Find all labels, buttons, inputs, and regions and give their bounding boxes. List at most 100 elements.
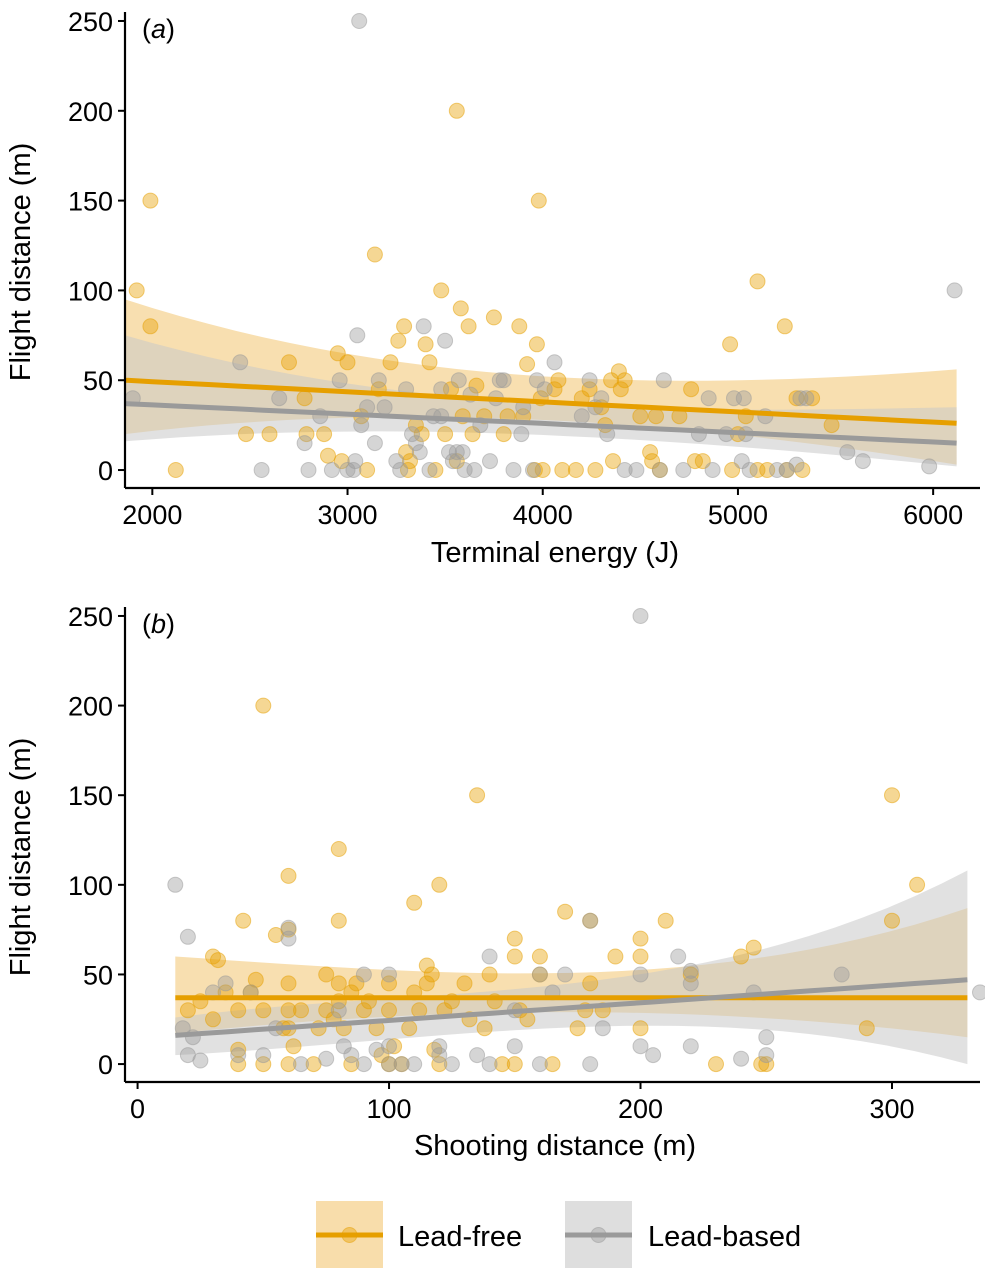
panel-b-point-lead-based [833, 966, 850, 983]
panel-a-point-lead-free [382, 354, 399, 371]
panel-a-point-lead-based [347, 453, 364, 470]
panel-b-point-lead-based [381, 1038, 397, 1055]
panel-a-y-tick-label: 0 [98, 456, 113, 486]
panel-a-point-lead-free [320, 447, 336, 464]
panel-b-point-lead-based [381, 966, 397, 983]
panel-a-point-lead-free [396, 318, 413, 335]
panel-a-point-lead-based [741, 462, 758, 478]
panel-b-point-lead-based [531, 966, 548, 983]
panel-a-label: (a) [142, 14, 175, 44]
panel-a-y-axis-title: Flight distance (m) [5, 143, 37, 382]
panel-b-point-lead-based [682, 1038, 699, 1055]
panel-b-point-lead-based [972, 984, 985, 1001]
panel-b: (b) Shooting distance (m) Flight distanc… [5, 602, 985, 1162]
panel-b-point-lead-based [758, 1047, 775, 1064]
panel-a-point-lead-free [519, 356, 536, 373]
panel-b-point-lead-free [423, 966, 440, 983]
panel-a-point-lead-based [491, 372, 508, 389]
panel-a-point-lead-free [528, 336, 545, 353]
legend-label-lead-based: Lead-based [648, 1221, 801, 1253]
panel-a-point-lead-free [433, 282, 450, 299]
panel-a-y-tick-label: 50 [83, 366, 113, 396]
panel-b-point-lead-free [179, 1002, 196, 1019]
panel-b-point-lead-based [645, 1047, 662, 1064]
panel-b-y-tick-label: 250 [68, 602, 113, 632]
panel-b-fit-line-lead-based [175, 977, 968, 1038]
panel-a-point-lead-free [485, 309, 502, 326]
panel-a-point-lead-free [683, 381, 700, 398]
panel-a-point-lead-based [700, 390, 717, 407]
panel-b-label: (b) [142, 609, 175, 639]
panel-a-point-lead-based [628, 462, 645, 478]
panel-a-point-lead-free [511, 318, 528, 335]
legend: Lead-free Lead-based [316, 1201, 801, 1268]
panel-a-x-tick-label: 6000 [903, 500, 963, 530]
panel-a-point-lead-based [323, 462, 340, 478]
panel-b-point-lead-free [657, 912, 674, 929]
panel-a-point-lead-based [495, 372, 512, 389]
panel-a-point-lead-free [722, 336, 739, 353]
panel-b-point-lead-free [708, 1056, 724, 1073]
panel-b-point-lead-free [607, 948, 624, 965]
panel-a-point-lead-based [411, 444, 428, 461]
panel-b-point-lead-free [506, 930, 523, 947]
panel-a-point-lead-based [271, 390, 288, 407]
panel-b-point-lead-based [758, 1029, 775, 1046]
panel-b-point-lead-free [418, 957, 435, 974]
panel-a-point-lead-based [388, 453, 405, 470]
panel-b-point-lead-free [519, 1011, 536, 1028]
panel-a-point-lead-based [349, 327, 366, 344]
panel-b-band-lead-based [175, 870, 968, 1065]
panel-b-point-lead-based [255, 1047, 272, 1064]
panel-a-point-lead-free [261, 426, 278, 443]
panel-a-point-lead-based [421, 462, 438, 478]
panel-a-point-lead-based [536, 381, 553, 398]
panel-b-point-lead-free [469, 787, 486, 804]
panel-b-point-lead-based [406, 1056, 423, 1073]
panel-a-point-lead-free [804, 390, 821, 407]
panel-a-point-lead-based [946, 282, 963, 299]
panel-b-point-lead-based [632, 1038, 649, 1055]
panel-a-point-lead-free [581, 381, 598, 398]
panel-a-point-lead-free [398, 444, 415, 461]
panel-b-point-lead-based [431, 1047, 448, 1064]
panel-a-point-lead-based [444, 453, 461, 470]
panel-a-point-lead-based [704, 462, 721, 478]
panel-a-point-lead-based [505, 462, 522, 478]
panel-a-point-lead-free [417, 336, 434, 353]
panel-b-point-lead-based [217, 975, 234, 992]
panel-a-y-tick-label: 100 [68, 276, 113, 306]
panel-b-point-lead-based [670, 948, 687, 965]
panel-b-point-lead-based [531, 1056, 548, 1073]
panel-a-point-lead-based [839, 444, 856, 461]
panel-b-point-lead-free [280, 867, 297, 884]
panel-b-point-lead-free [230, 1056, 247, 1073]
panel-b-point-lead-based [733, 1050, 750, 1067]
panel-b-point-lead-based [682, 962, 699, 979]
panel-a-point-lead-based [651, 462, 668, 478]
panel-b-point-lead-free [481, 966, 498, 983]
panel-a-point-lead-based [525, 462, 541, 478]
panel-a-point-lead-free [460, 318, 477, 335]
panel-b-point-lead-free [431, 876, 448, 893]
panel-b-point-lead-free [280, 975, 297, 992]
legend-item-lead-free: Lead-free [316, 1201, 522, 1268]
panel-b-point-lead-based [557, 966, 574, 983]
panel-a-point-lead-based [404, 426, 420, 443]
panel-b-point-lead-based [469, 1047, 486, 1064]
panel-b-point-lead-free [330, 912, 347, 929]
panel-a-point-lead-free [612, 381, 629, 398]
panel-a-point-lead-free [167, 462, 184, 478]
panel-a: (a) Terminal energy (J) Flight distance … [5, 7, 980, 569]
panel-a-point-lead-based [482, 453, 498, 470]
panel-b-point-lead-free [632, 1020, 649, 1037]
panel-a-point-lead-free [495, 426, 512, 443]
panel-a-point-lead-based [854, 453, 871, 470]
panel-a-point-lead-free [648, 408, 664, 425]
panel-a-x-tick-label: 3000 [317, 500, 377, 530]
panel-b-y-tick-label: 200 [68, 692, 113, 722]
panel-b-point-lead-based [343, 1047, 360, 1064]
panel-b-point-lead-based [355, 1056, 372, 1073]
legend-item-lead-based: Lead-based [565, 1201, 801, 1268]
panel-a-point-lead-free [616, 372, 633, 389]
